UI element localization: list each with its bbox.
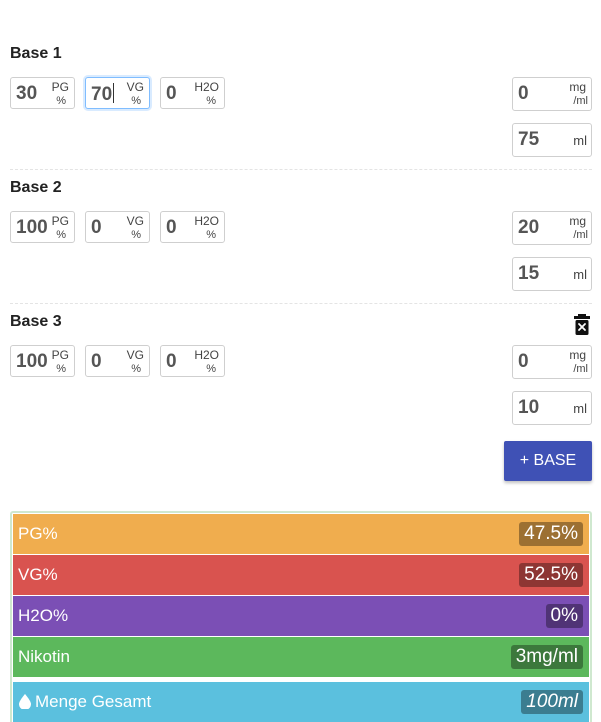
nicotine-input[interactable]: 0 mg /ml [512, 77, 592, 111]
result-label: VG% [18, 565, 58, 584]
nicotine-input[interactable]: 20 mg /ml [512, 211, 592, 245]
amount-input[interactable]: 75 ml [512, 123, 592, 157]
pg-percent-input[interactable]: 100 PG % [10, 211, 75, 243]
result-row-total: Menge Gesamt 100ml [13, 682, 589, 722]
result-label: PG% [18, 524, 58, 543]
result-label: Menge Gesamt [35, 692, 152, 711]
nicotine-input[interactable]: 0 mg /ml [512, 345, 592, 379]
pg-percent-input[interactable]: 100 PG % [10, 345, 75, 377]
vg-percent-input[interactable]: 70 VG % [85, 77, 150, 109]
base-title: Base 1 [10, 45, 62, 62]
drop-icon [19, 694, 31, 710]
result-value-badge: 3mg/ml [510, 645, 583, 669]
result-value-badge: 100ml [521, 690, 583, 714]
h2o-percent-input[interactable]: 0 H2O % [160, 77, 225, 109]
text-caret [113, 83, 115, 103]
divider [10, 169, 592, 170]
result-row-vg: VG% 52.5% [13, 555, 589, 595]
add-base-button[interactable]: + BASE [504, 441, 592, 481]
result-row-h2o: H2O% 0% [13, 596, 589, 636]
result-label: Nikotin [18, 647, 70, 666]
result-value-badge: 52.5% [519, 563, 583, 587]
vg-percent-input[interactable]: 0 VG % [85, 211, 150, 243]
h2o-percent-input[interactable]: 0 H2O % [160, 211, 225, 243]
base-title: Base 2 [10, 179, 62, 196]
amount-input[interactable]: 15 ml [512, 257, 592, 291]
pg-percent-input[interactable]: 30 PG % [10, 77, 75, 109]
delete-base-icon[interactable] [574, 313, 590, 335]
h2o-percent-input[interactable]: 0 H2O % [160, 345, 225, 377]
result-row-pg: PG% 47.5% [13, 514, 589, 554]
result-row-nicotine: Nikotin 3mg/ml [13, 637, 589, 677]
result-label: H2O% [18, 606, 69, 625]
results-panel [10, 511, 592, 722]
base-title: Base 3 [10, 313, 62, 330]
divider [10, 303, 592, 304]
amount-input[interactable]: 10 ml [512, 391, 592, 425]
result-value-badge: 0% [545, 604, 583, 628]
result-value-badge: 47.5% [519, 522, 583, 546]
vg-percent-input[interactable]: 0 VG % [85, 345, 150, 377]
